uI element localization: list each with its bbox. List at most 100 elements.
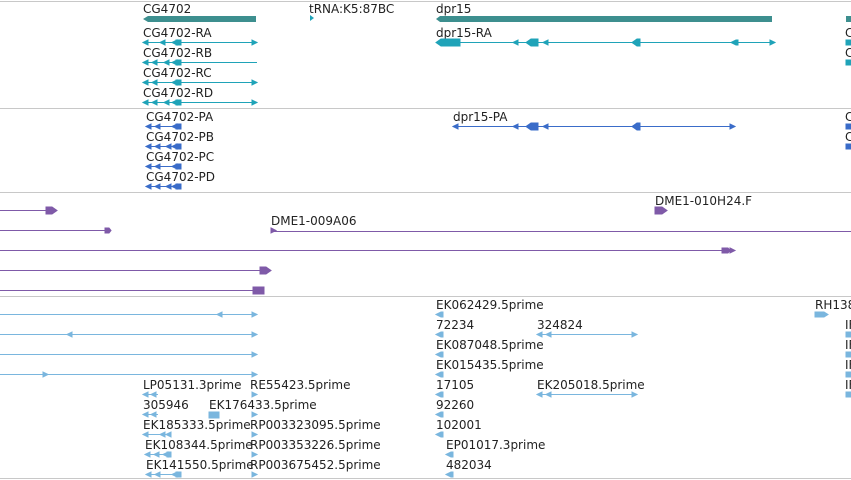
transcript-feature[interactable] — [141, 39, 259, 46]
clone-label: DME1-010H24.F — [655, 194, 753, 208]
transcript-glyphs — [141, 38, 851, 106]
track-separator — [0, 108, 851, 109]
transcript-label: CG4702-RC — [143, 66, 212, 80]
est-label: EK185333.5prime — [143, 418, 251, 432]
clone-feature[interactable] — [0, 206, 58, 215]
protein-feature-dpr15[interactable] — [451, 122, 737, 131]
est-glyphs — [0, 311, 851, 478]
est-label: EK015435.5prime — [436, 358, 544, 372]
est-feature[interactable] — [251, 471, 259, 478]
est-label: 482034 — [446, 458, 492, 472]
est-label-cut: IF — [845, 358, 851, 372]
est-feature[interactable] — [251, 411, 259, 418]
clone-feature[interactable] — [0, 227, 112, 234]
transcript-label: CG4702-RA — [143, 26, 212, 40]
gene-label-cg4702: CG4702 — [143, 2, 192, 16]
protein-label: dpr15-PA — [453, 110, 508, 124]
est-label: LP05131.3prime — [143, 378, 242, 392]
gene-feature-dpr15[interactable] — [436, 16, 772, 22]
est-label: 17105 — [436, 378, 475, 392]
est-feature[interactable] — [143, 451, 172, 458]
protein-label: CG4702-PD — [146, 170, 216, 184]
est-feature[interactable] — [251, 451, 259, 458]
protein-feature[interactable] — [144, 163, 182, 170]
est-label-cut: IF — [845, 318, 851, 332]
clone-feature-dme1-009a06[interactable] — [270, 227, 851, 234]
est-feature[interactable] — [434, 431, 444, 438]
protein-glyphs — [144, 122, 851, 190]
est-label: EK205018.5prime — [537, 378, 645, 392]
protein-feature[interactable] — [144, 183, 182, 190]
transcript-feature[interactable] — [141, 99, 259, 106]
est-label-cut: IF — [845, 338, 851, 352]
est-label: RP003675452.5prime — [250, 458, 381, 472]
est-label: EK108344.5prime — [145, 438, 253, 452]
est-label: 324824 — [537, 318, 583, 332]
est-label: EK141550.5prime — [146, 458, 254, 472]
est-label: EK062429.5prime — [436, 298, 544, 312]
est-feature[interactable] — [0, 371, 259, 378]
est-label: EK176433.5prime — [209, 398, 317, 412]
protein-label: CG4702-PB — [146, 130, 215, 144]
est-feature[interactable] — [444, 471, 454, 478]
est-feature[interactable] — [434, 351, 444, 358]
est-label: 102001 — [436, 418, 482, 432]
transcript-label: CG4702-RD — [143, 86, 214, 100]
est-feature[interactable] — [434, 331, 444, 338]
transcript-label: CG4702-RB — [143, 46, 213, 60]
protein-label-cut: C — [845, 130, 851, 144]
est-feature[interactable] — [144, 471, 182, 478]
est-label: RP003353226.5prime — [250, 438, 381, 452]
est-feature[interactable] — [0, 351, 259, 358]
est-feature[interactable] — [141, 391, 158, 398]
gene-feature-cg4702[interactable] — [143, 16, 256, 22]
est-label: EK087048.5prime — [436, 338, 544, 352]
est-label: 72234 — [436, 318, 475, 332]
est-feature[interactable] — [141, 431, 172, 438]
track-separator — [0, 296, 851, 297]
clone-glyphs — [0, 206, 851, 295]
est-feature[interactable] — [208, 411, 220, 419]
gene-glyphs — [143, 15, 851, 22]
est-feature[interactable] — [0, 331, 259, 338]
transcript-feature-dpr15[interactable] — [435, 38, 777, 47]
est-feature[interactable] — [535, 391, 639, 398]
est-feature[interactable] — [251, 431, 259, 438]
clone-feature[interactable] — [0, 286, 265, 295]
est-label: EP01017.3prime — [446, 438, 546, 452]
clone-feature[interactable] — [0, 266, 272, 275]
protein-label: CG4702-PC — [146, 150, 215, 164]
est-feature[interactable] — [434, 411, 444, 418]
est-label-cut: RH138 — [815, 298, 851, 312]
protein-label-cut: C — [845, 110, 851, 124]
transcript-feature[interactable] — [141, 79, 259, 86]
est-label-cut: IF — [845, 378, 851, 392]
est-feature[interactable] — [251, 391, 259, 398]
est-feature[interactable] — [535, 331, 639, 338]
clone-feature[interactable] — [654, 206, 668, 215]
est-feature[interactable] — [444, 451, 454, 458]
transcript-label-cut: C — [845, 46, 851, 60]
est-feature[interactable] — [434, 391, 444, 398]
est-label: 305946 — [143, 398, 189, 412]
est-feature[interactable] — [0, 311, 259, 318]
est-feature[interactable] — [141, 411, 158, 418]
est-label: 92260 — [436, 398, 475, 412]
protein-feature[interactable] — [144, 143, 182, 150]
transcript-feature[interactable] — [141, 59, 257, 66]
protein-feature[interactable] — [144, 123, 182, 130]
transcript-label: dpr15-RA — [436, 26, 492, 40]
clone-label: DME1-009A06 — [271, 214, 357, 228]
clone-feature[interactable] — [0, 247, 737, 254]
gene-feature-trna[interactable] — [310, 15, 314, 21]
transcript-label-cut: C — [845, 26, 851, 40]
est-feature[interactable] — [434, 371, 444, 378]
est-label: RP003323095.5prime — [250, 418, 381, 432]
protein-label: CG4702-PA — [146, 110, 214, 124]
track-separator — [0, 478, 851, 479]
est-feature[interactable] — [814, 311, 829, 318]
gene-label-dpr15: dpr15 — [436, 2, 472, 16]
est-label: RE55423.5prime — [250, 378, 351, 392]
est-feature[interactable] — [434, 311, 444, 318]
